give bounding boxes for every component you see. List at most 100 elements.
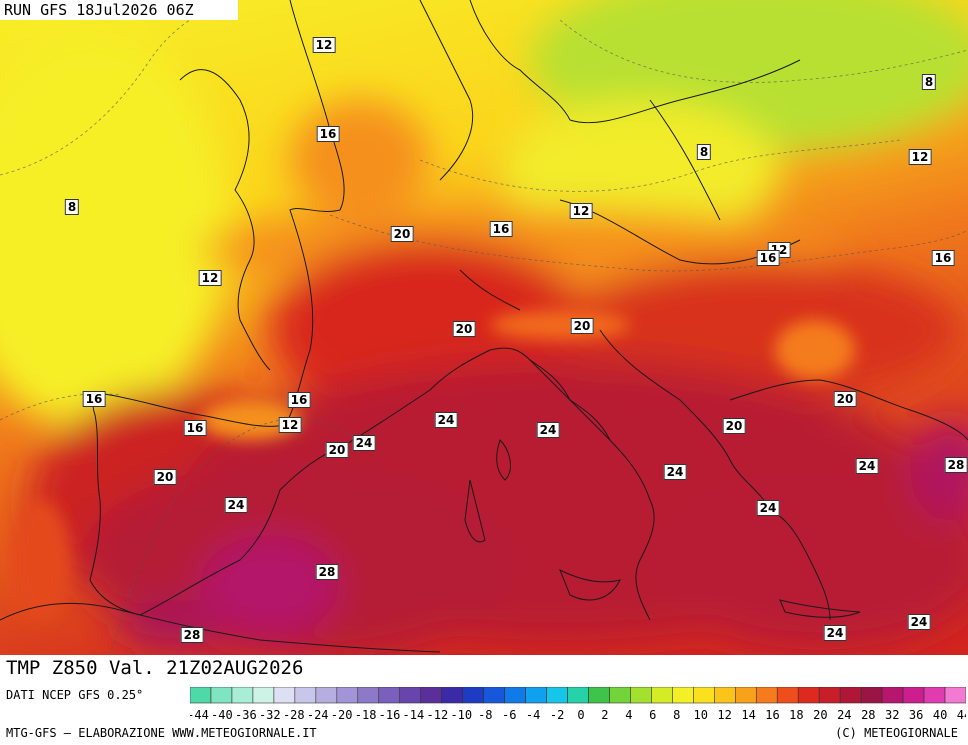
contour-label: 24	[434, 412, 458, 428]
color-scale-swatch	[755, 687, 778, 704]
color-scale-tick: 6	[649, 708, 656, 722]
color-scale-tick: 28	[861, 708, 875, 722]
contour-label: 12	[908, 149, 932, 165]
contour-label: 16	[316, 126, 340, 142]
color-scale-tick: -32	[259, 708, 281, 722]
color-scale-swatch	[420, 687, 442, 704]
contour-label: 24	[907, 614, 931, 630]
color-scale-tick: -28	[283, 708, 305, 722]
contour-label: 8	[696, 144, 712, 160]
color-scale-swatch	[902, 687, 925, 704]
color-scale-tick: -40	[211, 708, 233, 722]
color-scale-swatch	[483, 687, 505, 704]
contour-label: 24	[756, 500, 780, 516]
color-scale: -44-40-36-32-28-24-20-18-16-14-12-10-8-6…	[190, 687, 966, 722]
color-scale-tick: 2	[601, 708, 608, 722]
map-title: TMP Z850 Val. 21Z02AUG2026	[0, 655, 414, 682]
color-scale-swatch	[651, 687, 673, 704]
contour-label: 20	[153, 469, 177, 485]
color-scale-tick: -8	[478, 708, 492, 722]
color-scale-tick: -36	[235, 708, 257, 722]
color-scale-tick: -16	[379, 708, 401, 722]
temperature-detail	[10, 310, 855, 620]
contour-label: 24	[823, 625, 847, 641]
color-scale-tick: 14	[741, 708, 755, 722]
color-scale-tick: -6	[502, 708, 516, 722]
contour-label: 12	[312, 37, 336, 53]
contour-label: 16	[489, 221, 513, 237]
color-scale-tick: 0	[577, 708, 584, 722]
contour-label: 12	[278, 417, 302, 433]
contour-label: 24	[663, 464, 687, 480]
contour-label: 24	[352, 435, 376, 451]
color-scale-tick: -18	[355, 708, 377, 722]
color-scale-swatch	[378, 687, 401, 704]
color-scale-tick: -24	[307, 708, 329, 722]
color-scale-swatch	[273, 687, 296, 704]
color-scale-swatch	[567, 687, 589, 704]
color-scale-swatch	[714, 687, 736, 704]
color-scale-swatch	[462, 687, 484, 704]
color-scale-swatch	[315, 687, 338, 704]
contour-label: 24	[855, 458, 879, 474]
contour-label: 12	[198, 270, 222, 286]
contour-label: 8	[921, 74, 937, 90]
contour-label: 16	[82, 391, 106, 407]
color-scale-swatch	[797, 687, 820, 704]
contour-label: 28	[944, 457, 968, 473]
temperature-map	[0, 0, 968, 655]
color-scale-tick: 24	[837, 708, 851, 722]
color-scale-swatch	[693, 687, 715, 704]
color-scale-swatch	[944, 687, 966, 704]
contour-label: 20	[722, 418, 746, 434]
color-scale-swatch	[336, 687, 359, 704]
contour-label: 12	[569, 203, 593, 219]
color-scale-tick: -4	[526, 708, 540, 722]
color-scale-swatch	[357, 687, 380, 704]
color-scale-swatch	[630, 687, 652, 704]
color-scale-swatch	[231, 687, 254, 704]
color-scale-swatch	[546, 687, 568, 704]
color-scale-tick: 36	[909, 708, 923, 722]
color-scale-tick: 12	[717, 708, 731, 722]
contour-label: 16	[183, 420, 207, 436]
data-source-label: DATI NCEP GFS 0.25°	[6, 688, 144, 702]
color-scale-swatch	[210, 687, 233, 704]
color-scale-tick: 10	[693, 708, 707, 722]
color-scale-swatch	[672, 687, 694, 704]
color-scale-tick: -2	[550, 708, 564, 722]
contour-label: 16	[756, 250, 780, 266]
color-scale-swatch	[504, 687, 526, 704]
color-scale-swatch	[734, 687, 757, 704]
footer: DATI NCEP GFS 0.25° -44-40-36-32-28-24-2…	[0, 682, 968, 745]
color-scale-swatch	[399, 687, 421, 704]
color-scale-tick: -10	[450, 708, 472, 722]
color-scale-tick: 20	[813, 708, 827, 722]
color-scale-tick: 32	[885, 708, 899, 722]
color-scale-tick: -20	[331, 708, 353, 722]
contour-label: 28	[315, 564, 339, 580]
color-scale-tick: 8	[673, 708, 680, 722]
contour-label: 24	[536, 422, 560, 438]
color-scale-swatch	[881, 687, 904, 704]
contour-label: 28	[180, 627, 204, 643]
color-scale-swatch	[818, 687, 841, 704]
color-scale-swatch	[441, 687, 463, 704]
color-scale-tick: -44	[190, 708, 209, 722]
color-scale-tick: 16	[765, 708, 779, 722]
color-scale-swatch	[609, 687, 631, 704]
contour-label: 16	[287, 392, 311, 408]
color-scale-tick: 44	[957, 708, 966, 722]
contour-label: 20	[325, 442, 349, 458]
color-scale-swatch	[860, 687, 883, 704]
color-scale-tick: 40	[933, 708, 947, 722]
run-label: RUN GFS 18Jul2026 06Z	[0, 0, 238, 20]
color-scale-swatch	[923, 687, 946, 704]
color-scale-tick: -14	[403, 708, 425, 722]
credit-left: MTG-GFS – ELABORAZIONE WWW.METEOGIORNALE…	[6, 726, 317, 740]
contour-label: 20	[452, 321, 476, 337]
contour-label: 20	[390, 226, 414, 242]
contour-label: 20	[833, 391, 857, 407]
color-scale-swatch	[776, 687, 799, 704]
contour-label: 16	[931, 250, 955, 266]
